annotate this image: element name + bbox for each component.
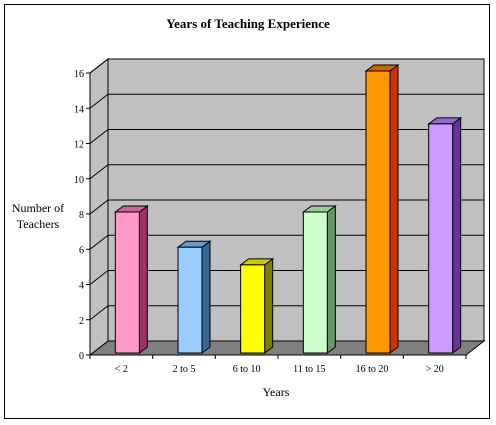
y-tick-label: 14 bbox=[74, 104, 84, 115]
y-axis-label-line-1: Number of bbox=[12, 201, 64, 215]
bar bbox=[302, 211, 328, 354]
bar-side bbox=[452, 116, 462, 354]
gridline bbox=[89, 234, 484, 250]
y-tick-label: 10 bbox=[74, 175, 84, 186]
bar-side bbox=[138, 205, 148, 354]
y-tick-label: 12 bbox=[74, 140, 84, 151]
gridline bbox=[89, 129, 484, 144]
x-tick-label: 2 to 5 bbox=[173, 364, 196, 375]
x-tick-label: > 20 bbox=[426, 364, 444, 375]
y-tick-label: 8 bbox=[79, 210, 84, 221]
gridline bbox=[89, 93, 484, 109]
chart-title: Years of Teaching Experience bbox=[166, 16, 330, 31]
x-tick-label: 16 to 20 bbox=[356, 364, 389, 375]
y-tick-label: 2 bbox=[79, 316, 84, 327]
bar bbox=[240, 264, 266, 354]
x-tick-label: 11 to 15 bbox=[293, 364, 325, 375]
bar bbox=[428, 123, 454, 354]
gridline bbox=[89, 199, 484, 215]
y-tick-label: 4 bbox=[79, 281, 84, 292]
x-axis-label: Years bbox=[263, 385, 290, 399]
gridline bbox=[89, 58, 484, 74]
chart-floor bbox=[88, 340, 486, 356]
y-tick-label: 16 bbox=[74, 69, 84, 80]
x-tick-label: < 2 bbox=[115, 364, 128, 375]
bar-side bbox=[201, 240, 211, 354]
bar bbox=[365, 70, 391, 354]
bar-side bbox=[326, 205, 336, 354]
bar bbox=[114, 211, 140, 354]
gridline bbox=[89, 270, 484, 285]
bar-side bbox=[389, 64, 399, 354]
gridline bbox=[89, 305, 484, 321]
x-tick-label: 6 to 10 bbox=[233, 364, 261, 375]
y-tick-label: 6 bbox=[79, 245, 84, 256]
bar bbox=[177, 246, 203, 354]
gridline bbox=[89, 164, 484, 180]
bar-side bbox=[264, 257, 274, 354]
y-axis-label-line-2: Teachers bbox=[17, 217, 60, 231]
plot-area: 0 2 4 6 8 10 12 14 16 < 2 2 to 5 6 to 10 11 to 15 16 … bbox=[74, 57, 486, 375]
y-tick-label: 0 bbox=[79, 351, 84, 362]
